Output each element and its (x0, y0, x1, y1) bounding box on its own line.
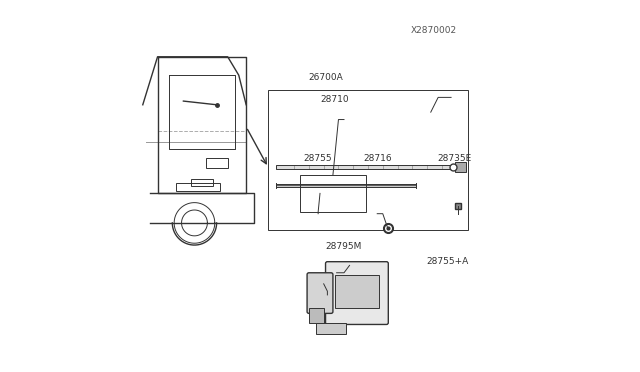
Bar (176, 183, 220, 191)
Bar (455, 162, 466, 172)
Bar (335, 275, 379, 308)
Polygon shape (316, 323, 346, 334)
Bar (309, 308, 324, 323)
Text: 28716: 28716 (363, 154, 392, 163)
Text: 26700A: 26700A (308, 73, 343, 81)
FancyBboxPatch shape (326, 262, 388, 324)
Bar (205, 158, 228, 167)
Polygon shape (276, 184, 416, 187)
Text: 28795M: 28795M (326, 243, 362, 251)
Bar (268, 90, 468, 230)
Text: 28710: 28710 (321, 95, 349, 104)
Text: 28755+A: 28755+A (426, 257, 468, 266)
FancyBboxPatch shape (307, 273, 333, 313)
Text: X2870002: X2870002 (410, 26, 456, 35)
Text: 28755: 28755 (304, 154, 332, 163)
Bar (300, 175, 366, 212)
Text: 28735E: 28735E (438, 154, 472, 163)
Bar (191, 179, 213, 186)
Polygon shape (276, 164, 453, 169)
